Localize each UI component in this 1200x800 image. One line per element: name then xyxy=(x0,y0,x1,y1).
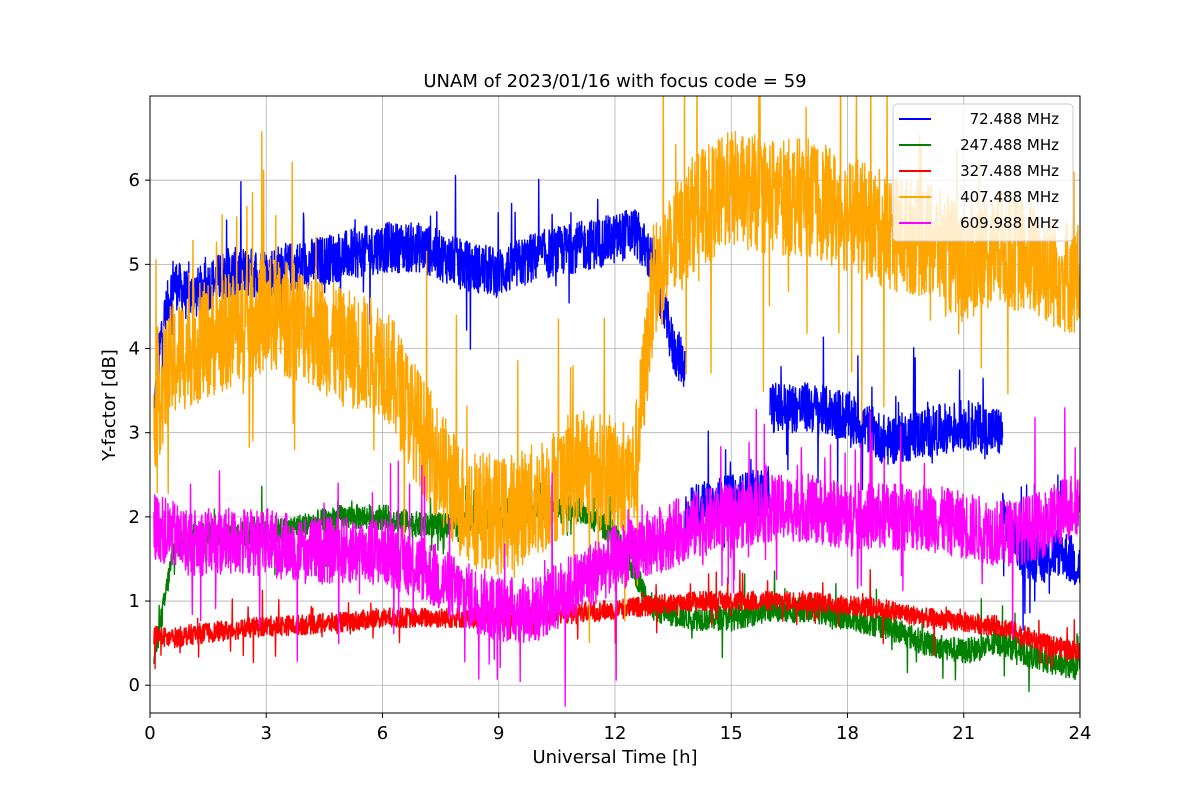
legend-label: 407.488 MHz xyxy=(960,188,1059,206)
y-tick-label: 4 xyxy=(129,339,140,360)
y-tick-label: 1 xyxy=(129,591,140,612)
y-axis-label: Y-factor [dB] xyxy=(99,349,120,462)
y-tick-label: 2 xyxy=(129,507,140,528)
x-tick-label: 9 xyxy=(493,723,504,744)
legend-box xyxy=(892,103,1074,242)
x-tick-label: 21 xyxy=(952,723,975,744)
y-tick-label: 3 xyxy=(129,423,140,444)
y-tick-label: 6 xyxy=(129,170,140,191)
x-tick-label: 12 xyxy=(604,723,627,744)
series-layer xyxy=(153,96,1080,707)
legend-label: 609.988 MHz xyxy=(960,214,1059,232)
x-tick-label: 24 xyxy=(1069,723,1092,744)
x-tick-label: 0 xyxy=(144,723,155,744)
series-line xyxy=(153,407,1080,707)
x-tick-label: 18 xyxy=(836,723,859,744)
series-line xyxy=(769,336,1004,492)
x-axis-ticks: 0 3 6 9 12 15 18 21 24 xyxy=(144,713,1091,744)
y-tick-label: 5 xyxy=(129,254,140,275)
x-tick-label: 6 xyxy=(377,723,388,744)
series-line xyxy=(1001,474,1080,631)
y-axis-ticks: 0 1 2 3 4 5 6 xyxy=(129,170,150,696)
series-line xyxy=(153,174,686,424)
legend-label: 327.488 MHz xyxy=(960,162,1059,180)
legend-label: 72.488 MHz xyxy=(970,110,1059,128)
x-tick-label: 3 xyxy=(261,723,272,744)
legend-label: 247.488 MHz xyxy=(960,136,1059,154)
legend: 72.488 MHz 247.488 MHz 327.488 MHz 407.488 … xyxy=(892,103,1074,242)
x-tick-label: 15 xyxy=(720,723,743,744)
y-tick-label: 0 xyxy=(129,675,140,696)
chart-title: UNAM of 2023/01/16 with focus code = 59 xyxy=(423,71,806,92)
x-axis-label: Universal Time [h] xyxy=(532,747,697,768)
